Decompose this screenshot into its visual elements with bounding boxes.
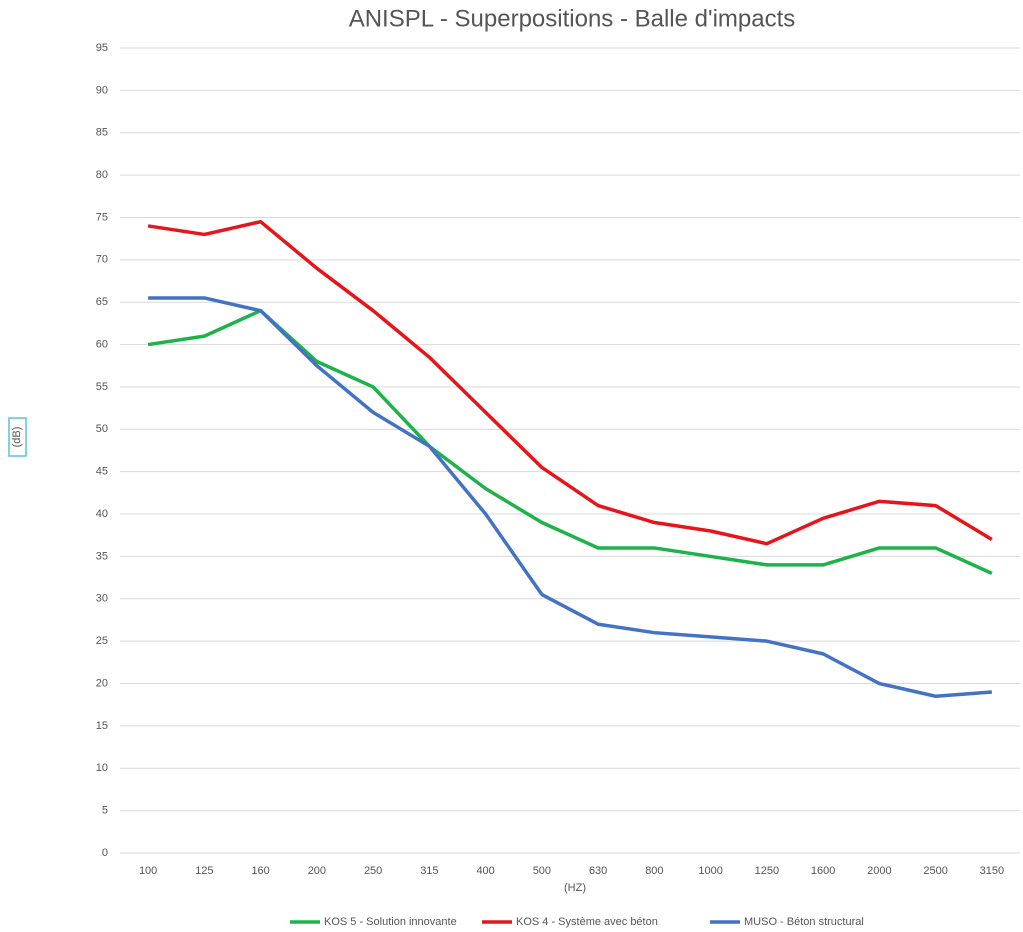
y-tick-label: 60 (96, 338, 108, 350)
y-tick-label: 25 (96, 635, 108, 647)
y-axis-label: (dB) (11, 427, 23, 448)
x-tick-label: 315 (420, 865, 438, 877)
x-tick-label: 500 (533, 865, 551, 877)
y-label-box (8, 417, 27, 457)
x-tick-label: 400 (476, 865, 494, 877)
x-tick-label: 250 (364, 865, 382, 877)
legend-label: KOS 5 - Solution innovante (324, 916, 457, 928)
y-tick-label: 50 (96, 423, 108, 435)
y-tick-label: 70 (96, 254, 108, 266)
chart-title: ANISPL - Superpositions - Balle d'impact… (349, 5, 796, 32)
y-tick-label: 95 (96, 42, 108, 54)
y-tick-label: 80 (96, 169, 108, 181)
y-tick-label: 75 (96, 211, 108, 223)
line-series (147, 219, 993, 546)
x-tick-label: 1000 (698, 865, 722, 877)
x-tick-label: 630 (589, 865, 607, 877)
y-tick-label: 85 (96, 127, 108, 139)
y-tick-label: 0 (102, 847, 108, 859)
x-tick-label: 125 (195, 865, 213, 877)
y-tick-label: 55 (96, 381, 108, 393)
y-tick-label: 45 (96, 466, 108, 478)
y-tick-label: 65 (96, 296, 108, 308)
y-tick-label: 15 (96, 720, 108, 732)
y-tick-label: 35 (96, 550, 108, 562)
x-tick-label: 100 (139, 865, 157, 877)
y-tick-label: 10 (96, 762, 108, 774)
x-axis-label: (HZ) (564, 882, 586, 894)
y-tick-label: 90 (96, 84, 108, 96)
y-tick-label: 20 (96, 677, 108, 689)
x-tick-label: 3150 (980, 865, 1004, 877)
y-tick-label: 30 (96, 593, 108, 605)
x-tick-label: 1600 (811, 865, 835, 877)
line-series (148, 296, 993, 698)
x-tick-label: 160 (251, 865, 269, 877)
legend-label: KOS 4 - Système avec béton (516, 916, 658, 928)
x-tick-label: 1250 (755, 865, 779, 877)
legend-label: MUSO - Béton structural (744, 916, 864, 928)
x-tick-label: 200 (308, 865, 326, 877)
x-tick-label: 800 (645, 865, 663, 877)
y-tick-label: 5 (102, 805, 108, 817)
x-tick-label: 2000 (867, 865, 891, 877)
y-tick-label: 40 (96, 508, 108, 520)
x-tick-label: 2500 (923, 865, 947, 877)
line-series (147, 308, 993, 575)
